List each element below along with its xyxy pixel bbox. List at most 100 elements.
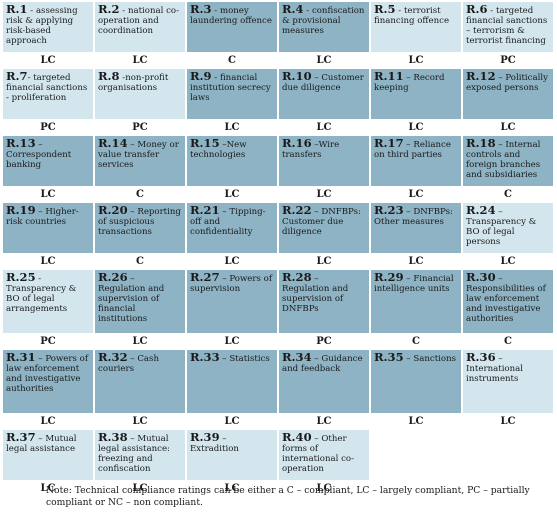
- compliance-rating: LC: [371, 253, 461, 270]
- recommendation-separator: –: [219, 207, 230, 217]
- recommendation-cell: R.7- targeted financial sanctions - prol…: [3, 69, 93, 119]
- recommendation-cell: R.5 - terrorist financing offence: [371, 2, 461, 52]
- recommendation-text: Regulation and supervision of DNFBPs: [282, 284, 349, 314]
- compliance-rating: PC: [3, 333, 93, 350]
- compliance-rating: LC: [187, 186, 277, 203]
- recommendation-text: Transparency & BO of legal persons: [466, 217, 537, 247]
- recommendation-separator: -: [211, 6, 220, 16]
- compliance-rating: C: [463, 186, 553, 203]
- recommendation-number: R.22: [282, 203, 312, 217]
- compliance-rating: LC: [279, 253, 369, 270]
- recommendation-cell: R.27 – Powers of supervision: [187, 270, 277, 333]
- recommendation-cell: R.6 - targeted financial sanctions – ter…: [463, 2, 553, 52]
- recommendation-text: DNFBPs: Other measures: [374, 207, 453, 227]
- compliance-rating: LC: [3, 480, 93, 497]
- recommendation-cell: R.22 – DNFBPs: Customer due diligence: [279, 203, 369, 253]
- recommendation-cell: R.2 - national co-operation and coordina…: [95, 2, 185, 52]
- recommendation-cell: R.33 – Statistics: [187, 350, 277, 413]
- recommendation-text: Internal controls and foreign branches a…: [466, 140, 541, 180]
- recommendation-number: R.30: [466, 270, 496, 284]
- recommendation-text: Transparency & BO of legal arrangements: [6, 284, 77, 314]
- recommendation-separator: –: [127, 207, 138, 217]
- ratings-grid: R.1 - assessing risk & applying risk-bas…: [3, 2, 553, 497]
- recommendation-text: Statistics: [229, 354, 270, 364]
- recommendation-cell: R.20 – Reporting of suspicious transacti…: [95, 203, 185, 253]
- recommendation-number: R.12: [466, 69, 496, 83]
- recommendation-text: Mutual legal assistance: [6, 434, 77, 454]
- recommendation-cell: R.13 – Correspondent banking: [3, 136, 93, 186]
- compliance-rating: C: [371, 333, 461, 350]
- recommendation-number: R.13: [6, 136, 36, 150]
- recommendation-cell: R.11 – Record keeping: [371, 69, 461, 119]
- recommendation-text: confiscation & provisional measures: [282, 6, 365, 36]
- recommendation-separator: -: [119, 6, 128, 16]
- recommendation-text: Mutual legal assistance: freezing and co…: [98, 434, 170, 474]
- recommendation-number: R.7: [6, 69, 28, 83]
- recommendation-number: R.6: [466, 2, 488, 16]
- compliance-rating: LC: [463, 413, 553, 430]
- recommendation-text: assessing risk & applying risk-based app…: [6, 6, 78, 46]
- recommendation-separator: –: [403, 73, 414, 83]
- recommendation-number: R.38: [98, 430, 128, 444]
- recommendation-separator: –: [311, 434, 322, 444]
- recommendation-separator: –: [311, 274, 319, 284]
- recommendation-text: money laundering offence: [190, 6, 272, 26]
- recommendation-text: Powers of law enforcement and investigat…: [6, 354, 88, 394]
- recommendation-number: R.34: [282, 350, 312, 364]
- recommendation-text: New technologies: [190, 140, 247, 160]
- recommendation-number: R.14: [98, 136, 128, 150]
- recommendation-text: Guidance and feedback: [282, 354, 363, 374]
- compliance-rating: LC: [463, 119, 553, 136]
- compliance-rating: LC: [95, 413, 185, 430]
- compliance-rating: LC: [187, 480, 277, 497]
- recommendation-text: Money or value transfer services: [98, 140, 179, 170]
- recommendation-cell: R.1 - assessing risk & applying risk-bas…: [3, 2, 93, 52]
- compliance-rating: LC: [371, 413, 461, 430]
- compliance-rating: PC: [95, 119, 185, 136]
- recommendation-text: Customer due diligence: [282, 73, 364, 93]
- recommendation-separator: -: [119, 73, 126, 83]
- compliance-rating: LC: [3, 253, 93, 270]
- recommendation-separator: -: [395, 6, 404, 16]
- recommendation-separator: –: [311, 207, 322, 217]
- recommendation-cell: R.40 – Other forms of international co-o…: [279, 430, 369, 480]
- recommendation-number: R.36: [466, 350, 496, 364]
- recommendation-cell: R.28 – Regulation and supervision of DNF…: [279, 270, 369, 333]
- recommendation-cell: R.21 – Tipping-off and confidentiality: [187, 203, 277, 253]
- recommendation-separator: –: [403, 354, 414, 364]
- recommendation-number: R.19: [6, 203, 36, 217]
- recommendation-number: R.32: [98, 350, 128, 364]
- recommendation-cell: R.31 – Powers of law enforcement and inv…: [3, 350, 93, 413]
- recommendation-text: International instruments: [466, 364, 524, 384]
- recommendation-number: R.29: [374, 270, 404, 284]
- recommendation-separator: –: [495, 274, 503, 284]
- recommendation-cell: R.16 –Wire transfers: [279, 136, 369, 186]
- compliance-rating: PC: [3, 119, 93, 136]
- recommendation-number: R.18: [466, 136, 496, 150]
- recommendation-cell: R.23 – DNFBPs: Other measures: [371, 203, 461, 253]
- recommendation-cell: R.25 - Transparency & BO of legal arrang…: [3, 270, 93, 333]
- compliance-rating: C: [187, 52, 277, 69]
- recommendation-cell: R.30 – Responsibilities of law enforceme…: [463, 270, 553, 333]
- recommendation-number: R.8: [98, 69, 120, 83]
- compliance-rating: LC: [371, 52, 461, 69]
- recommendation-cell: R.35 – Sanctions: [371, 350, 461, 413]
- compliance-rating: LC: [95, 333, 185, 350]
- recommendation-number: R.20: [98, 203, 128, 217]
- empty-cell: [463, 430, 553, 480]
- compliance-rating: LC: [187, 119, 277, 136]
- recommendation-cell: R.8 -non-profit organisations: [95, 69, 185, 119]
- recommendation-text: DNFBPs: Customer due diligence: [282, 207, 361, 237]
- recommendation-number: R.27: [190, 270, 220, 284]
- recommendation-text: Responsibilities of law enforcement and …: [466, 284, 546, 324]
- recommendation-text: Regulation and supervision of financial …: [98, 284, 165, 324]
- recommendation-number: R.2: [98, 2, 120, 16]
- recommendation-separator: -: [211, 73, 220, 83]
- compliance-rating: LC: [187, 253, 277, 270]
- recommendation-cell: R.9 - financial institution secrecy laws: [187, 69, 277, 119]
- recommendation-separator: –: [403, 274, 414, 284]
- recommendation-number: R.9: [190, 69, 212, 83]
- recommendation-separator: –: [127, 274, 135, 284]
- recommendation-text: financial institution secrecy laws: [190, 73, 271, 103]
- recommendation-cell: R.37 – Mutual legal assistance: [3, 430, 93, 480]
